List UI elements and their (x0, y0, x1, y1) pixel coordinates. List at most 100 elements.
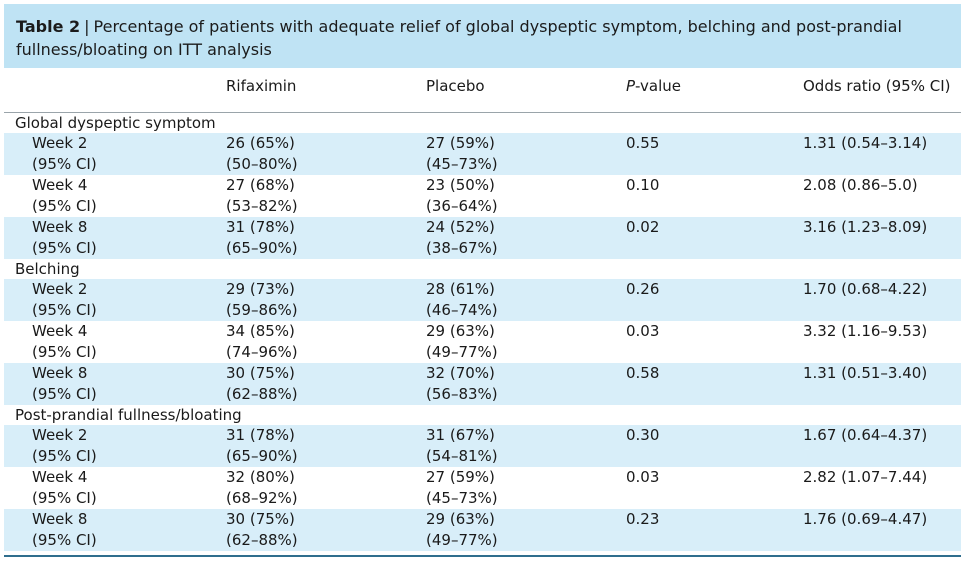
pvalue-cell: 0.10 (626, 175, 803, 217)
placebo-ci: (49–77%) (426, 343, 498, 361)
pvalue: 0.58 (626, 364, 660, 382)
pvalue: 0.55 (626, 134, 660, 152)
timepoint-cell: Week 4 (95% CI) (4, 321, 226, 363)
header-pvalue: P-value (626, 68, 803, 113)
rifaximin-ci: (59–86%) (226, 301, 298, 319)
table-row: Week 8 (95% CI) 30 (75%) (62–88%) 32 (70%) (5… (4, 363, 961, 405)
placebo-value: 27 (59%) (426, 134, 495, 152)
header-rifaximin: Rifaximin (226, 77, 297, 95)
placebo-value: 31 (67%) (426, 426, 495, 444)
group-heading: Global dyspeptic symptom (15, 114, 216, 132)
header-placebo: Placebo (426, 77, 485, 95)
rifaximin-value: 31 (78%) (226, 218, 295, 236)
results-table-figure: Table 2 | Percentage of patients with adeq… (4, 4, 961, 557)
rifaximin-value: 30 (75%) (226, 364, 295, 382)
timepoint-cell: Week 2 (95% CI) (4, 279, 226, 321)
odds-ratio: 1.67 (0.64–4.37) (803, 426, 928, 444)
ci-label: (95% CI) (32, 301, 97, 319)
table-row: Week 8 (95% CI) 31 (78%) (65–90%) 24 (52%) (3… (4, 217, 961, 259)
rifaximin-ci: (50–80%) (226, 155, 298, 173)
table-label: Table 2 (16, 17, 81, 36)
ci-label: (95% CI) (32, 447, 97, 465)
odds-ratio-cell: 1.31 (0.54–3.14) (803, 133, 961, 175)
ci-label: (95% CI) (32, 343, 97, 361)
placebo-value: 24 (52%) (426, 218, 495, 236)
odds-ratio: 3.32 (1.16–9.53) (803, 322, 928, 340)
header-pvalue-rest: -value (635, 77, 682, 95)
placebo-cell: 24 (52%) (38–67%) (426, 217, 626, 259)
group-row: Global dyspeptic symptom (4, 113, 961, 134)
pvalue-cell: 0.55 (626, 133, 803, 175)
group-heading: Belching (15, 260, 80, 278)
pvalue: 0.23 (626, 510, 660, 528)
rifaximin-ci: (65–90%) (226, 239, 298, 257)
placebo-value: 29 (63%) (426, 510, 495, 528)
rifaximin-cell: 31 (78%) (65–90%) (226, 217, 426, 259)
placebo-cell: 29 (63%) (49–77%) (426, 321, 626, 363)
pvalue: 0.30 (626, 426, 660, 444)
rifaximin-value: 30 (75%) (226, 510, 295, 528)
odds-ratio: 1.31 (0.54–3.14) (803, 134, 928, 152)
table-body: Global dyspeptic symptom Week 2 (95% CI) 26… (4, 113, 961, 551)
pvalue-cell: 0.23 (626, 509, 803, 551)
rifaximin-value: 31 (78%) (226, 426, 295, 444)
header-blank (4, 68, 226, 113)
week-label: Week 8 (32, 218, 88, 236)
bottom-rule (4, 555, 961, 557)
odds-ratio: 1.31 (0.51–3.40) (803, 364, 928, 382)
week-label: Week 4 (32, 322, 88, 340)
caption-text: Percentage of patients with adequate rel… (16, 17, 902, 59)
placebo-cell: 29 (63%) (49–77%) (426, 509, 626, 551)
placebo-ci: (45–73%) (426, 489, 498, 507)
ci-label: (95% CI) (32, 155, 97, 173)
odds-ratio-cell: 1.31 (0.51–3.40) (803, 363, 961, 405)
header-odds-ratio: Odds ratio (95% CI) (803, 77, 951, 95)
placebo-value: 27 (59%) (426, 468, 495, 486)
results-table: Rifaximin Placebo P-value Odds ratio (95… (4, 68, 961, 551)
placebo-value: 29 (63%) (426, 322, 495, 340)
group-row: Belching (4, 259, 961, 279)
ci-label: (95% CI) (32, 239, 97, 257)
rifaximin-cell: 30 (75%) (62–88%) (226, 509, 426, 551)
header-pvalue-letter: P (626, 77, 636, 95)
pvalue-cell: 0.03 (626, 467, 803, 509)
placebo-cell: 27 (59%) (45–73%) (426, 467, 626, 509)
pvalue: 0.03 (626, 468, 660, 486)
placebo-cell: 27 (59%) (45–73%) (426, 133, 626, 175)
pvalue: 0.03 (626, 322, 660, 340)
placebo-ci: (54–81%) (426, 447, 498, 465)
table-row: Week 2 (95% CI) 31 (78%) (65–90%) 31 (67%) (5… (4, 425, 961, 467)
table-row: Week 4 (95% CI) 27 (68%) (53–82%) 23 (50%) (3… (4, 175, 961, 217)
pvalue: 0.10 (626, 176, 660, 194)
pvalue-cell: 0.02 (626, 217, 803, 259)
rifaximin-cell: 31 (78%) (65–90%) (226, 425, 426, 467)
pvalue-cell: 0.30 (626, 425, 803, 467)
rifaximin-ci: (74–96%) (226, 343, 298, 361)
week-label: Week 8 (32, 364, 88, 382)
placebo-cell: 28 (61%) (46–74%) (426, 279, 626, 321)
ci-label: (95% CI) (32, 489, 97, 507)
ci-label: (95% CI) (32, 531, 97, 549)
table-caption: Table 2 | Percentage of patients with adeq… (4, 4, 961, 68)
timepoint-cell: Week 4 (95% CI) (4, 467, 226, 509)
odds-ratio-cell: 3.32 (1.16–9.53) (803, 321, 961, 363)
table-row: Week 4 (95% CI) 34 (85%) (74–96%) 29 (63%) (4… (4, 321, 961, 363)
timepoint-cell: Week 2 (95% CI) (4, 425, 226, 467)
timepoint-cell: Week 2 (95% CI) (4, 133, 226, 175)
rifaximin-cell: 29 (73%) (59–86%) (226, 279, 426, 321)
rifaximin-cell: 34 (85%) (74–96%) (226, 321, 426, 363)
week-label: Week 2 (32, 426, 88, 444)
rifaximin-cell: 26 (65%) (50–80%) (226, 133, 426, 175)
rifaximin-cell: 32 (80%) (68–92%) (226, 467, 426, 509)
placebo-ci: (56–83%) (426, 385, 498, 403)
odds-ratio-cell: 2.08 (0.86–5.0) (803, 175, 961, 217)
table-row: Week 2 (95% CI) 29 (73%) (59–86%) 28 (61%) (4… (4, 279, 961, 321)
placebo-ci: (49–77%) (426, 531, 498, 549)
table-row: Week 4 (95% CI) 32 (80%) (68–92%) 27 (59%) (4… (4, 467, 961, 509)
placebo-cell: 23 (50%) (36–64%) (426, 175, 626, 217)
odds-ratio-cell: 1.76 (0.69–4.47) (803, 509, 961, 551)
rifaximin-cell: 30 (75%) (62–88%) (226, 363, 426, 405)
group-row: Post-prandial fullness/bloating (4, 405, 961, 425)
rifaximin-ci: (68–92%) (226, 489, 298, 507)
rifaximin-value: 26 (65%) (226, 134, 295, 152)
